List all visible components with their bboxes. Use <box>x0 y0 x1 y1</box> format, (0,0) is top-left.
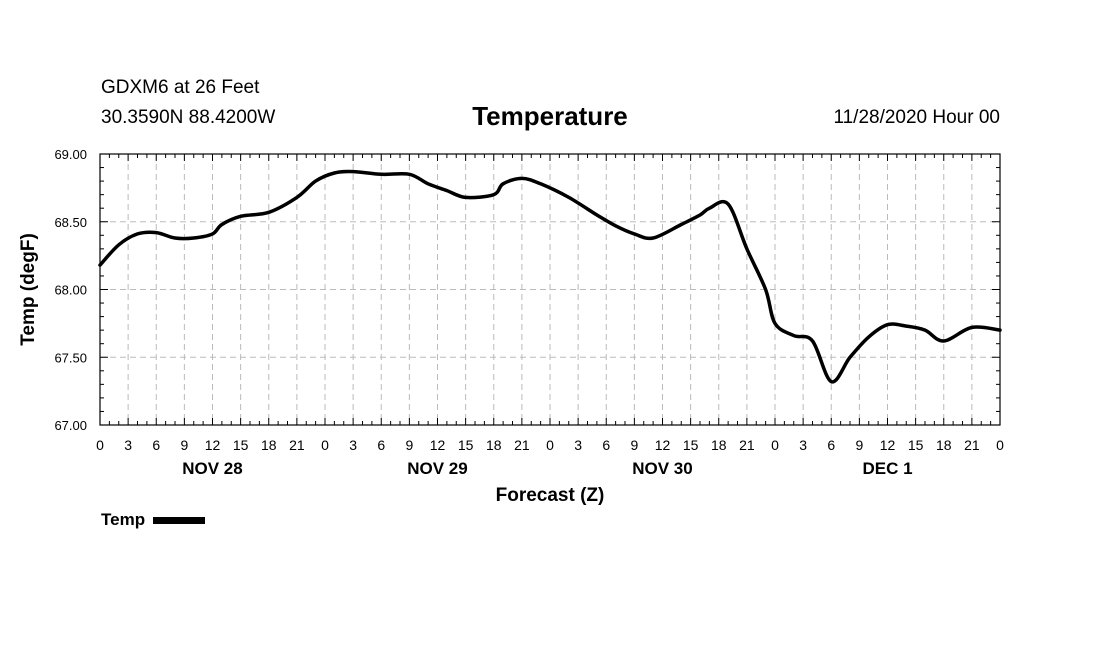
x-tick-label: 0 <box>546 437 554 453</box>
station-coordinates: 30.3590N 88.4200W <box>101 107 276 128</box>
x-tick-label: 6 <box>377 437 385 453</box>
y-axis-title: Temp (degF) <box>18 233 39 346</box>
chart-labels: 0 3 6 9 12 15 18 21 0 3 6 9 12 15 18 21 0 3 6 9 12 15 18 21 0 3 6 9… <box>18 147 1004 506</box>
x-tick-label: 21 <box>739 437 755 453</box>
x-tick-label: 21 <box>289 437 305 453</box>
y-tick-label: 67.00 <box>54 418 87 433</box>
chart-series <box>98 169 1002 384</box>
x-tick-label: 3 <box>574 437 582 453</box>
x-tick-label: 15 <box>233 437 249 453</box>
x-tick-label: 6 <box>152 437 160 453</box>
legend: Temp <box>101 510 206 530</box>
x-tick-label: 18 <box>261 437 277 453</box>
x-tick-label: 18 <box>486 437 502 453</box>
plot-frame <box>99 153 1001 426</box>
series-line-temp <box>98 169 1002 384</box>
day-label: DEC 1 <box>862 459 912 478</box>
x-tick-label: 0 <box>96 437 104 453</box>
day-label: NOV 30 <box>632 459 692 478</box>
y-tick-label: 68.00 <box>54 283 87 298</box>
x-tick-label: 21 <box>514 437 530 453</box>
x-tick-label: 15 <box>458 437 474 453</box>
x-tick-label: 12 <box>880 437 896 453</box>
x-tick-label: 6 <box>602 437 610 453</box>
x-tick-label: 6 <box>827 437 835 453</box>
y-tick-label: 68.50 <box>54 215 87 230</box>
x-axis-title: Forecast (Z) <box>496 485 605 506</box>
x-tick-label: 12 <box>655 437 671 453</box>
day-label: NOV 29 <box>407 459 467 478</box>
x-tick-label: 15 <box>683 437 699 453</box>
x-tick-label: 12 <box>205 437 221 453</box>
x-tick-label: 0 <box>996 437 1004 453</box>
x-tick-label: 9 <box>630 437 638 453</box>
y-tick-label: 69.00 <box>54 147 87 162</box>
x-tick-label: 9 <box>855 437 863 453</box>
legend-label-temp: Temp <box>101 510 146 529</box>
x-tick-label: 15 <box>908 437 924 453</box>
x-tick-label: 0 <box>771 437 779 453</box>
x-tick-label: 9 <box>180 437 188 453</box>
x-tick-label: 0 <box>321 437 329 453</box>
x-tick-label: 21 <box>964 437 980 453</box>
x-tick-label: 3 <box>349 437 357 453</box>
x-tick-label: 18 <box>711 437 727 453</box>
x-tick-label: 18 <box>936 437 952 453</box>
day-label: NOV 28 <box>182 459 242 478</box>
x-tick-label: 3 <box>124 437 132 453</box>
legend-swatch-temp <box>153 516 206 524</box>
station-name: GDXM6 at 26 Feet <box>101 77 260 98</box>
x-tick-label: 3 <box>799 437 807 453</box>
forecast-run-time: 11/28/2020 Hour 00 <box>833 107 1000 128</box>
chart-grid <box>100 154 1000 425</box>
y-tick-label: 67.50 <box>54 350 87 365</box>
chart-title: Temperature <box>472 101 628 131</box>
x-tick-label: 12 <box>430 437 446 453</box>
x-tick-label: 9 <box>405 437 413 453</box>
